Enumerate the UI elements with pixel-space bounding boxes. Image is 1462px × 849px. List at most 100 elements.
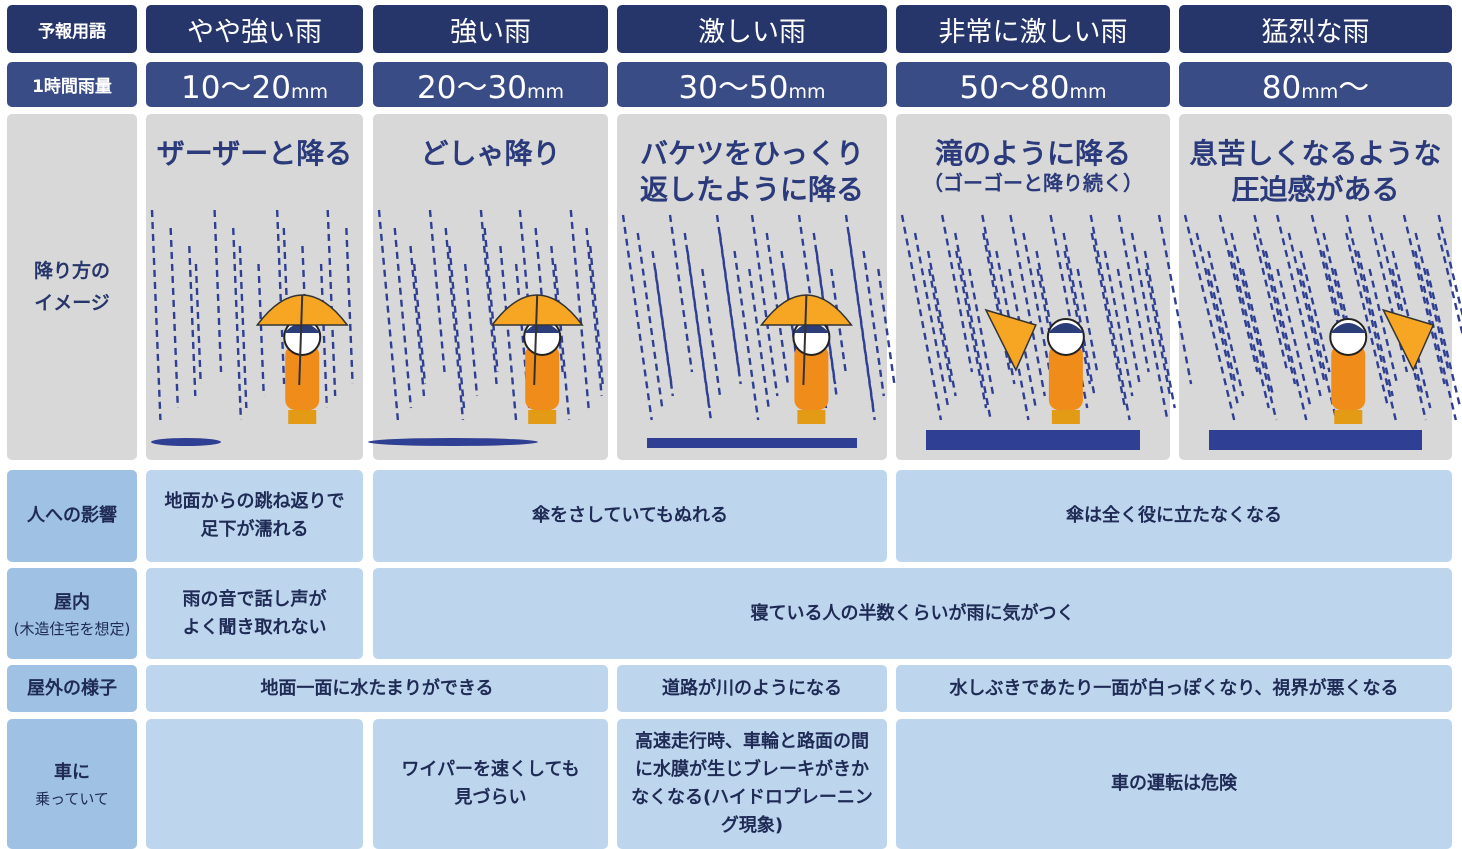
water bbox=[1209, 430, 1422, 450]
range: 30〜50 bbox=[678, 70, 789, 106]
cell: 雨の音で話し声が よく聞き取れない bbox=[146, 568, 363, 659]
range: 20〜30 bbox=[417, 70, 527, 106]
rain bbox=[1143, 250, 1176, 409]
rain bbox=[1009, 214, 1046, 397]
rain bbox=[815, 250, 837, 385]
rain bbox=[499, 245, 518, 421]
puddle bbox=[151, 438, 221, 446]
rain bbox=[1287, 232, 1327, 385]
rain bbox=[238, 245, 248, 409]
term: 猛烈な雨 bbox=[1179, 5, 1452, 53]
rain bbox=[1402, 214, 1446, 385]
rain bbox=[981, 214, 1016, 385]
rainfall-text: 10〜20mm bbox=[181, 62, 328, 107]
caption-sub: （ゴーゴーと降り続く） bbox=[923, 171, 1143, 195]
cell-line: 足下が濡れる bbox=[200, 519, 309, 540]
caption-line: 滝のように降る bbox=[934, 137, 1131, 170]
caption-line: ザーザーと降る bbox=[156, 137, 353, 170]
raincoat bbox=[525, 345, 560, 410]
rain bbox=[1322, 232, 1364, 397]
term: 強い雨 bbox=[373, 5, 608, 53]
cell-line: 車の運転は危険 bbox=[1111, 773, 1237, 794]
caption: どしゃ降り bbox=[373, 136, 608, 172]
image-label: 降り方の イメージ bbox=[7, 114, 137, 460]
rain bbox=[1206, 268, 1237, 385]
rain bbox=[1230, 232, 1278, 421]
rainfall-text: 30〜50mm bbox=[679, 62, 826, 107]
rain bbox=[1310, 214, 1360, 409]
rain bbox=[955, 250, 988, 409]
rain bbox=[428, 209, 446, 373]
rain bbox=[1356, 250, 1394, 397]
rain bbox=[1049, 214, 1089, 409]
cell-line: 地面一面に水たまりができる bbox=[260, 677, 494, 699]
rain bbox=[683, 232, 713, 421]
cell-line: なくなる(ハイドロプレーニン bbox=[631, 787, 873, 808]
cell-line: 雨の音で話し声が bbox=[182, 588, 327, 610]
rain bbox=[1298, 268, 1338, 421]
rain bbox=[553, 263, 571, 421]
label-line: 屋内 bbox=[54, 591, 90, 613]
term: やや強い雨 bbox=[146, 5, 363, 53]
rain bbox=[701, 268, 722, 397]
rain bbox=[1130, 232, 1169, 421]
cell-line: 水しぶきであたり一面が白っぽくなり、視界が悪くなる bbox=[949, 677, 1399, 699]
rain bbox=[232, 227, 243, 421]
label-line: 乗っていて bbox=[35, 790, 109, 808]
caption-line: 圧迫感がある bbox=[1231, 173, 1400, 206]
cell: 傘をさしていてもぬれる bbox=[373, 470, 887, 562]
rain bbox=[213, 209, 223, 373]
umbrella-shaft bbox=[802, 294, 808, 386]
unit: mm bbox=[1069, 81, 1107, 103]
rain bbox=[1157, 214, 1193, 385]
caption: 滝のように降る （ゴーゴーと降り続く） bbox=[896, 136, 1170, 194]
raincoat bbox=[1048, 345, 1083, 410]
label-line: 車に bbox=[54, 762, 90, 783]
rain bbox=[1368, 268, 1399, 385]
rain bbox=[413, 263, 427, 385]
label: 予報用語 bbox=[38, 21, 106, 42]
cell: 高速走行時、車輪と路面の間 に水膜が生じブレーキがきか なくなる(ハイドロプレーニン… bbox=[617, 719, 887, 849]
rainfall-text: 20〜30mm bbox=[417, 62, 564, 107]
rain bbox=[1264, 250, 1308, 421]
unit: mm bbox=[788, 81, 826, 103]
label-line: 降り方の bbox=[33, 260, 110, 282]
rainfall: 30〜50mm bbox=[617, 62, 887, 107]
boots bbox=[288, 410, 317, 424]
rain bbox=[345, 227, 354, 385]
image-cell: どしゃ降り bbox=[373, 114, 608, 460]
rain bbox=[715, 214, 742, 385]
row-label: 屋内 (木造住宅を想定) bbox=[7, 568, 137, 659]
rain bbox=[1063, 250, 1092, 385]
rain bbox=[569, 209, 590, 409]
suffix: 〜 bbox=[1338, 70, 1370, 106]
term-text: 猛烈な雨 bbox=[1261, 16, 1370, 48]
caption-line: 息苦しくなるような bbox=[1189, 137, 1442, 170]
rain bbox=[1144, 268, 1172, 397]
rain bbox=[1391, 250, 1432, 409]
rain bbox=[150, 209, 162, 421]
row-label: 人への影響 bbox=[7, 470, 137, 562]
raincoat bbox=[794, 345, 829, 410]
umbrella bbox=[1381, 308, 1435, 372]
rain bbox=[968, 268, 995, 397]
rain bbox=[668, 214, 694, 373]
term-text: 激しい雨 bbox=[698, 16, 806, 48]
rain bbox=[844, 214, 876, 421]
rain bbox=[1241, 268, 1275, 397]
rain bbox=[409, 245, 426, 397]
label-line: 屋外の様子 bbox=[27, 677, 117, 699]
image-cell: 息苦しくなるような 圧迫感がある bbox=[1179, 114, 1452, 460]
rain bbox=[1275, 214, 1322, 397]
rain bbox=[1218, 214, 1259, 373]
rain bbox=[1229, 250, 1270, 409]
rain bbox=[319, 263, 329, 409]
raincoat bbox=[1331, 345, 1366, 410]
cell-line: に水膜が生じブレーキがきか bbox=[635, 759, 869, 780]
unit: mm bbox=[1301, 81, 1339, 103]
rain bbox=[636, 232, 664, 409]
rain bbox=[1062, 232, 1096, 397]
cell-line: 寝ている人の半数くらいが雨に気がつく bbox=[750, 602, 1075, 624]
